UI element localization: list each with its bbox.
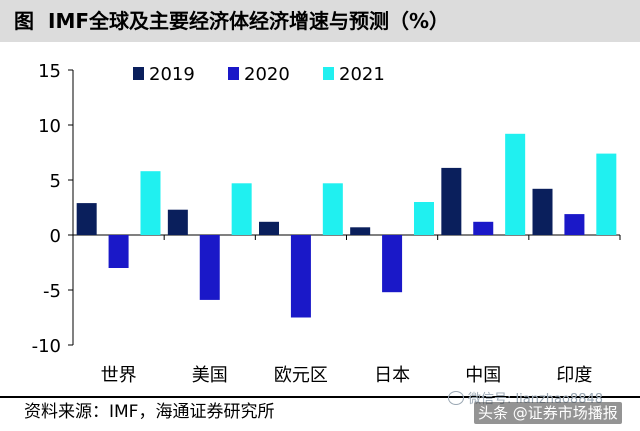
bar-2021-印度 bbox=[596, 153, 617, 235]
bar-2019-世界 bbox=[76, 203, 97, 235]
bar-2020-日本 bbox=[382, 235, 403, 293]
y-tick-label: 0 bbox=[50, 226, 61, 247]
bar-2020-美国 bbox=[199, 235, 220, 300]
legend-swatch-2019 bbox=[133, 67, 144, 80]
bar-2019-中国 bbox=[441, 167, 462, 235]
x-category-label: 印度 bbox=[556, 365, 592, 386]
footer-divider bbox=[0, 396, 640, 398]
bar-2021-日本 bbox=[413, 202, 434, 235]
bar-chart: 15 10 5 0 -5 -10 世界 美国 欧元区 日本 中国 印度 2019 2020 2021 bbox=[32, 61, 621, 386]
wechat-icon bbox=[448, 391, 464, 405]
legend-label: 2021 bbox=[339, 64, 385, 85]
bar-2020-印度 bbox=[564, 214, 585, 235]
bar-2021-美国 bbox=[231, 183, 252, 235]
x-category-label: 美国 bbox=[192, 365, 228, 386]
bar-2021-中国 bbox=[505, 133, 526, 235]
bar-2019-日本 bbox=[350, 227, 371, 235]
x-category-label: 中国 bbox=[465, 365, 501, 386]
chart-title: IMF全球及主要经济体经济增速与预测（%） bbox=[48, 9, 450, 33]
legend-label: 2019 bbox=[149, 64, 195, 85]
x-category-label: 日本 bbox=[374, 365, 410, 386]
bar-2021-欧元区 bbox=[322, 183, 343, 235]
chart-title-bar: 图 IMF全球及主要经济体经济增速与预测（%） bbox=[0, 0, 640, 42]
y-tick-label: 15 bbox=[38, 61, 61, 82]
y-tick-label: 10 bbox=[38, 116, 61, 137]
bar-2021-世界 bbox=[140, 171, 161, 235]
source-note: 资料来源：IMF，海通证券研究所 bbox=[24, 402, 275, 422]
x-category-label: 欧元区 bbox=[274, 365, 328, 386]
bar-2020-世界 bbox=[108, 235, 129, 268]
y-tick-label: 5 bbox=[50, 171, 61, 192]
legend-swatch-2020 bbox=[228, 67, 239, 80]
legend-swatch-2021 bbox=[323, 67, 334, 80]
figure-tag: 图 bbox=[14, 9, 34, 33]
y-tick-label: -10 bbox=[32, 336, 61, 357]
y-tick-label: -5 bbox=[43, 281, 61, 302]
bar-2020-欧元区 bbox=[290, 235, 311, 318]
bar-2019-印度 bbox=[532, 188, 553, 235]
watermark-toutiao: 头条 @证券市场播报 bbox=[474, 402, 622, 424]
bar-2020-中国 bbox=[473, 221, 494, 235]
x-category-label: 世界 bbox=[101, 365, 137, 386]
bar-2019-欧元区 bbox=[259, 221, 280, 235]
legend-label: 2020 bbox=[244, 64, 290, 85]
plot-area: 15 10 5 0 -5 -10 世界 美国 欧元区 日本 中国 印度 2019 2020 2021 bbox=[32, 61, 621, 386]
bar-2019-美国 bbox=[167, 209, 188, 235]
